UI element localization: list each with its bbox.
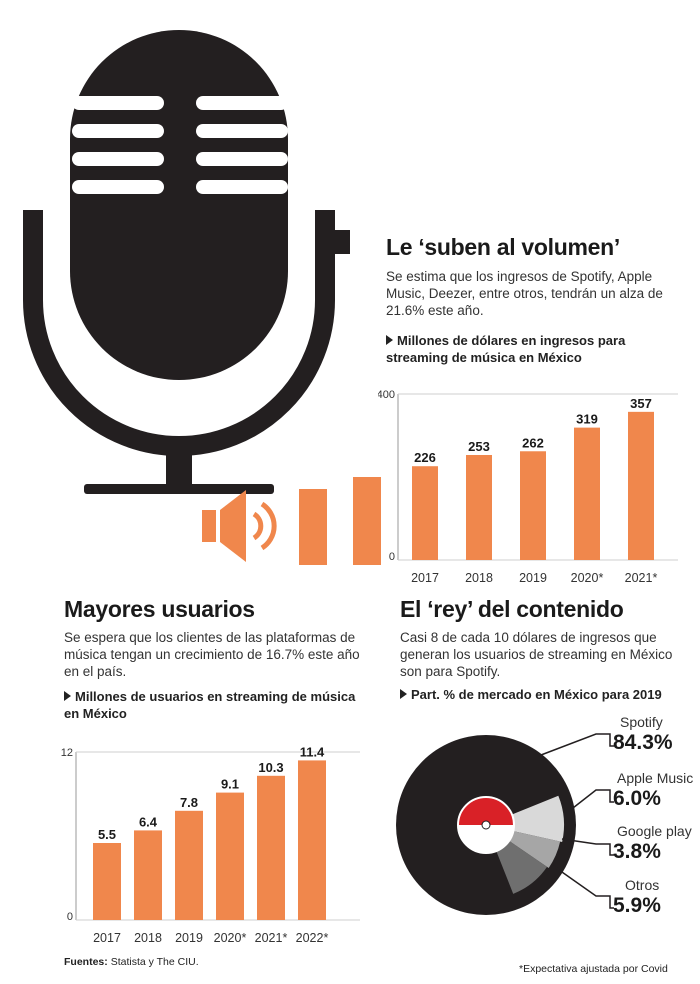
pie-slice-apple-music xyxy=(508,795,564,842)
leader-line-spotify xyxy=(540,733,614,756)
data-label: 11.4 xyxy=(300,744,325,759)
record-label-bottom xyxy=(458,825,514,853)
sources-text: Statista y The CIU. xyxy=(110,956,199,968)
section2-title: Mayores usuarios xyxy=(64,596,255,622)
data-label: 262 xyxy=(522,435,544,450)
x-tick-label: 2020* xyxy=(214,931,247,945)
y-tick-label: 0 xyxy=(389,551,395,563)
sources: Fuentes: Statista y The CIU. xyxy=(64,956,199,968)
covid-note: *Expectativa ajustada por Covid xyxy=(519,963,668,975)
section3-description: Casi 8 de cada 10 dólares de ingresos qu… xyxy=(400,630,673,679)
data-label: 357 xyxy=(630,396,652,411)
leader-line-google-play xyxy=(561,838,614,856)
data-label: 7.8 xyxy=(180,795,198,810)
bar xyxy=(298,760,326,920)
bar xyxy=(257,775,285,920)
bar xyxy=(93,843,121,920)
pie-slice-otros xyxy=(494,838,548,894)
bullet-arrow-icon xyxy=(400,689,407,699)
bar xyxy=(216,792,244,920)
section2-subtitle-text: Millones de usuarios en streaming de mús… xyxy=(64,689,356,721)
x-tick-label: 2019 xyxy=(175,931,203,945)
share-label-otros: Otros xyxy=(625,877,660,893)
section3-subtitle: Part. % de mercado en México para 2019 xyxy=(400,686,692,703)
bullet-arrow-icon xyxy=(64,691,71,701)
y-tick-label: 12 xyxy=(61,747,73,759)
data-label: 319 xyxy=(576,412,598,427)
data-label: 226 xyxy=(414,450,436,465)
x-tick-label: 2019 xyxy=(519,571,547,585)
revenue-bar-chart: 0 400 226 2017 253 2018 262 2019 319 2020* 357 2021… xyxy=(378,380,678,585)
x-tick-label: 2021* xyxy=(625,571,658,585)
bar xyxy=(134,830,162,920)
x-tick-label: 2018 xyxy=(465,571,493,585)
section3-title: El ‘rey’ del contenido xyxy=(400,596,624,622)
record-hole xyxy=(481,820,491,830)
leader-line-apple-music xyxy=(563,789,614,816)
bar xyxy=(412,466,438,560)
data-label: 5.5 xyxy=(98,827,116,842)
record-label-ring xyxy=(457,796,515,854)
data-label: 6.4 xyxy=(139,814,158,829)
share-value-spotify: 84.3% xyxy=(613,731,673,754)
share-label-apple-music: Apple Music xyxy=(617,770,694,786)
sources-label: Fuentes: xyxy=(64,956,108,968)
section3-subtitle-text: Part. % de mercado en México para 2019 xyxy=(411,687,662,702)
bar xyxy=(520,451,546,560)
share-label-google-play: Google play xyxy=(617,823,692,839)
bar xyxy=(175,810,203,920)
decorative-bar xyxy=(299,489,327,565)
share-value-otros: 5.9% xyxy=(613,894,661,917)
x-tick-label: 2020* xyxy=(571,571,604,585)
data-label: 10.3 xyxy=(258,760,283,775)
section1-description: Se estima que los ingresos de Spotify, A… xyxy=(386,269,663,318)
data-label: 253 xyxy=(468,439,490,454)
bar xyxy=(628,411,654,560)
decorative-bar xyxy=(353,477,381,565)
section1-subtitle-text: Millones de dólares en ingresos para str… xyxy=(386,333,626,365)
pie-slice-google-play xyxy=(505,830,561,868)
share-label-spotify: Spotify xyxy=(620,714,663,730)
section2-subtitle: Millones de usuarios en streaming de mús… xyxy=(64,688,360,722)
section1-subtitle: Millones de dólares en ingresos para str… xyxy=(386,332,686,366)
bar xyxy=(466,455,492,560)
bar xyxy=(574,427,600,560)
record-label-top xyxy=(458,797,514,825)
microphone-icon xyxy=(23,30,350,494)
y-tick-label: 400 xyxy=(378,389,395,401)
data-label: 9.1 xyxy=(221,777,239,792)
share-value-apple-music: 6.0% xyxy=(613,787,661,810)
users-bar-chart: 0 12 5.5 2017 6.4 2018 7.8 2019 9.1 2020* 10.3 2021… xyxy=(60,740,360,945)
section2-description: Se espera que los clientes de las plataf… xyxy=(64,630,360,679)
x-tick-label: 2018 xyxy=(134,931,162,945)
x-tick-label: 2017 xyxy=(93,931,121,945)
x-tick-label: 2022* xyxy=(296,931,329,945)
share-value-google-play: 3.8% xyxy=(613,840,661,863)
leader-line-otros xyxy=(551,864,614,909)
vinyl-record-icon xyxy=(396,733,614,915)
section1-title: Le ‘suben al volumen’ xyxy=(386,234,620,260)
bullet-arrow-icon xyxy=(386,335,393,345)
speaker-icon xyxy=(202,490,277,562)
y-tick-label: 0 xyxy=(67,911,73,923)
x-tick-label: 2017 xyxy=(411,571,439,585)
x-tick-label: 2021* xyxy=(255,931,288,945)
